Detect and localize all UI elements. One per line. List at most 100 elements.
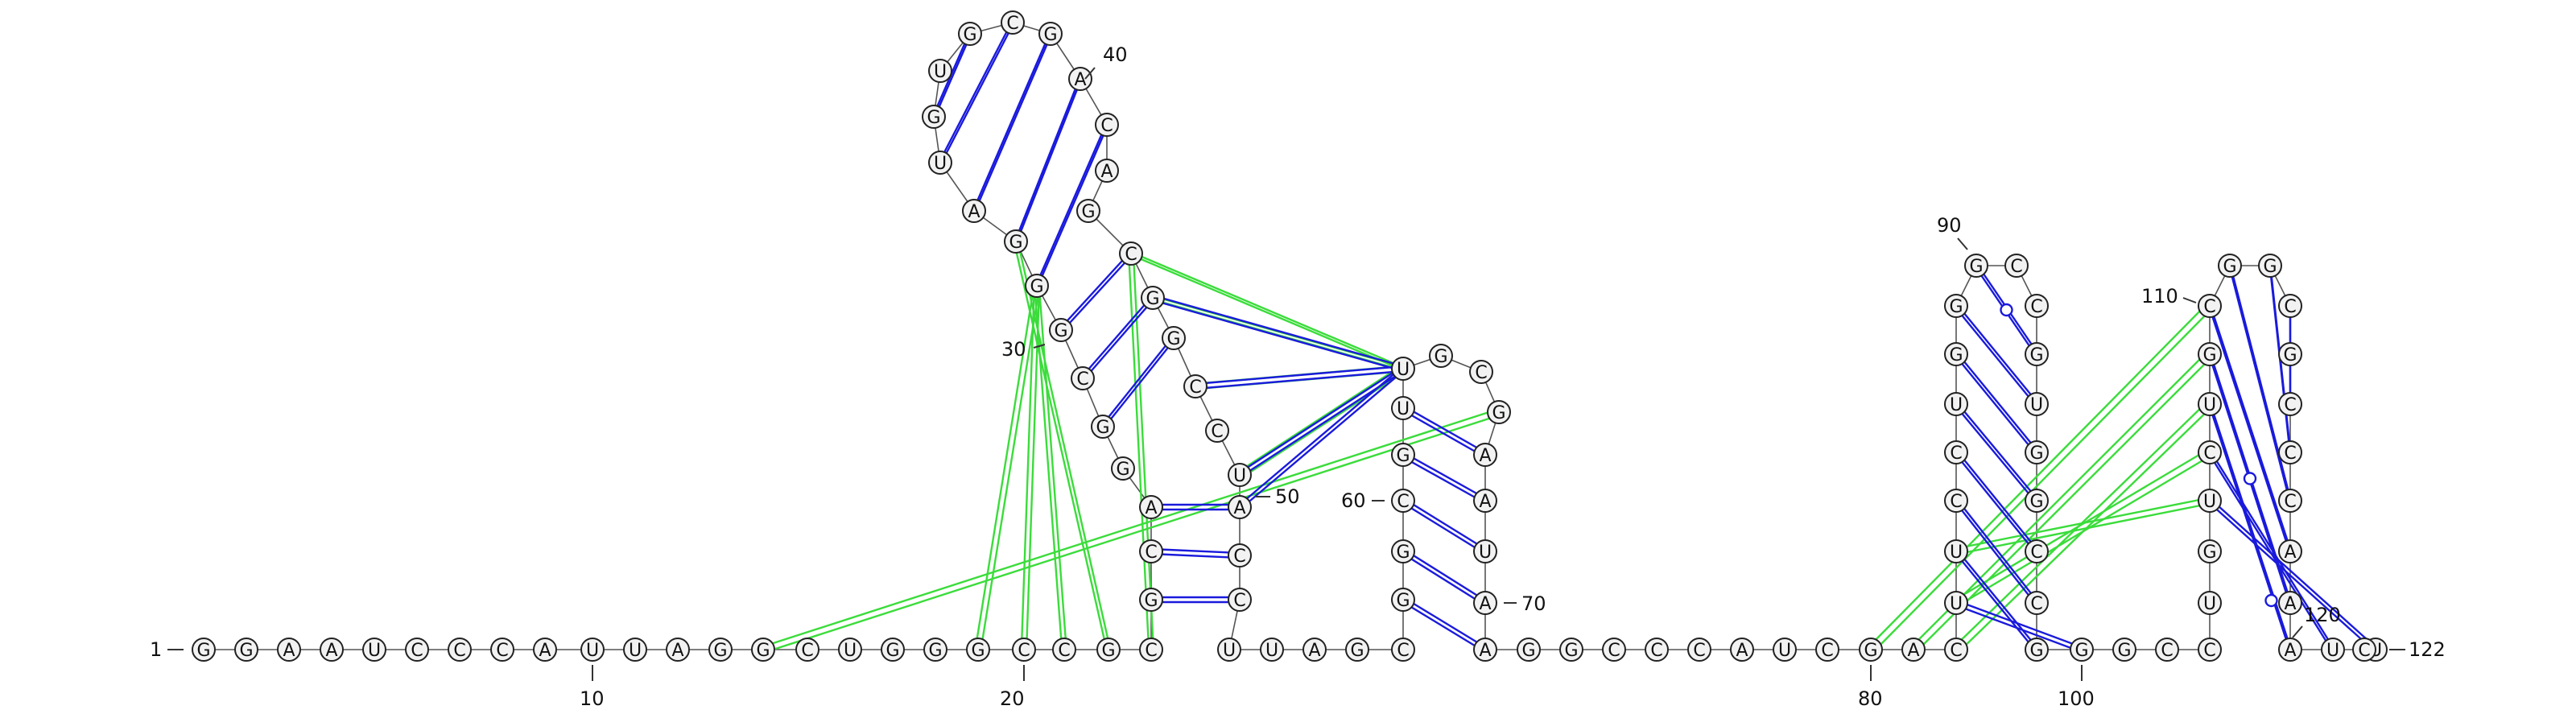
nucleotide-circle bbox=[838, 638, 862, 662]
nucleotide-letter: G bbox=[1864, 641, 1877, 661]
nucleotide-letter: C bbox=[1211, 422, 1223, 442]
nucleotide-60: C bbox=[1391, 489, 1415, 513]
nucleotide-letter: G bbox=[1144, 591, 1158, 611]
nucleotide-18: G bbox=[923, 638, 947, 662]
pseudoknot-link bbox=[1236, 365, 1402, 474]
base-pair-link bbox=[1955, 307, 2037, 407]
nucleotide-117: C bbox=[2278, 489, 2302, 513]
nucleotide-letter: G bbox=[1081, 202, 1095, 222]
nucleotide-circle bbox=[2278, 392, 2302, 416]
base-pair-link bbox=[1402, 596, 1486, 649]
nucleotide-circle bbox=[1260, 638, 1284, 662]
nucleotide-37: G bbox=[958, 22, 982, 46]
nucleotide-120: A bbox=[2278, 638, 2302, 662]
nucleotide-letter: C bbox=[1950, 641, 1962, 661]
nucleotide-letter: G bbox=[713, 641, 727, 661]
nucleotide-118: A bbox=[2278, 539, 2302, 563]
nucleotide-circle bbox=[1815, 638, 1839, 662]
nucleotide-circle bbox=[1391, 638, 1415, 662]
base-pair-link bbox=[1150, 547, 1241, 555]
nucleotide-letter: U bbox=[934, 62, 947, 82]
tick-30 bbox=[1033, 344, 1046, 349]
nucleotide-circle bbox=[1391, 396, 1415, 420]
nucleotide-95: G bbox=[2025, 440, 2049, 464]
nucleotide-112: G bbox=[2258, 254, 2282, 278]
nucleotide-circle bbox=[2278, 539, 2302, 563]
nucleotide-letter: G bbox=[1146, 289, 1159, 309]
nucleotide-64: G bbox=[1429, 344, 1453, 368]
nucleotide-25: C bbox=[1139, 539, 1163, 563]
nucleotide-61: G bbox=[1391, 443, 1415, 467]
nucleotide-letter: U bbox=[586, 641, 599, 661]
nucleotide-letter: G bbox=[1166, 329, 1180, 349]
nucleotide-80: G bbox=[1859, 638, 1883, 662]
nucleotide-54: U bbox=[1260, 638, 1284, 662]
base-pair-link bbox=[2228, 262, 2292, 499]
nucleotide-circle bbox=[922, 105, 946, 129]
nucleotide-4: A bbox=[320, 638, 344, 662]
nucleotide-circle bbox=[1859, 638, 1883, 662]
nucleotide-letter: A bbox=[1479, 594, 1491, 614]
nucleotide-circle bbox=[2025, 591, 2049, 615]
nucleotide-83: U bbox=[1944, 591, 1968, 615]
pseudoknot-link bbox=[1953, 448, 2208, 602]
nucleotide-circle bbox=[1095, 159, 1119, 183]
nucleotide-letter: C bbox=[2030, 543, 2042, 563]
nucleotide-letter: U bbox=[1479, 543, 1492, 563]
nucleotide-75: C bbox=[1645, 638, 1669, 662]
base-pair-link bbox=[939, 24, 1014, 166]
base-pair-links bbox=[932, 19, 2376, 654]
nucleotide-circle bbox=[320, 638, 344, 662]
nucleotide-letter: U bbox=[1950, 594, 1963, 614]
nucleotide-10: U bbox=[580, 638, 605, 662]
nucleotide-letter: C bbox=[2284, 297, 2296, 317]
nucleotide-circle bbox=[1944, 638, 1968, 662]
base-pair-link bbox=[2208, 303, 2292, 550]
base-pair-link bbox=[1955, 449, 2037, 550]
nucleotide-letter: A bbox=[539, 641, 551, 661]
nucleotide-letter: A bbox=[1479, 446, 1491, 466]
nucleotide-123: C bbox=[2352, 638, 2376, 662]
nucleotide-letter: U bbox=[934, 154, 947, 174]
nucleotide-circle bbox=[1052, 638, 1076, 662]
nucleotide-circle bbox=[1162, 326, 1186, 350]
nucleotide-circle bbox=[490, 638, 514, 662]
nucleotide-52: C bbox=[1228, 588, 1252, 612]
nucleotide-15: C bbox=[795, 638, 819, 662]
base-pair-link bbox=[1239, 365, 1404, 474]
pseudoknot-link bbox=[974, 283, 1036, 648]
nucleotide-13: G bbox=[708, 638, 733, 662]
nucleotide-letter: A bbox=[671, 641, 683, 661]
nucleotide-circle bbox=[2258, 254, 2282, 278]
nucleotide-circle bbox=[1391, 588, 1415, 612]
label-100: 100 bbox=[2058, 687, 2095, 710]
base-pair-link bbox=[1060, 255, 1132, 333]
nucleotide-72: G bbox=[1517, 638, 1541, 662]
nucleotide-letter: C bbox=[1233, 547, 1245, 567]
nucleotide-circle bbox=[2155, 638, 2179, 662]
nucleotide-letter: C bbox=[1397, 492, 1409, 512]
nucleotide-circle bbox=[1139, 638, 1163, 662]
base-pair-link bbox=[1955, 454, 2037, 555]
nucleotide-letter: C bbox=[1608, 641, 1620, 661]
nucleotide-38: C bbox=[1001, 10, 1025, 35]
nucleotide-circle bbox=[923, 638, 947, 662]
pseudoknot-link bbox=[1128, 250, 1402, 368]
nucleotide-circle bbox=[928, 151, 952, 175]
position-ticks bbox=[167, 67, 2405, 681]
nucleotide-circle bbox=[1141, 286, 1165, 310]
nucleotide-12: A bbox=[666, 638, 690, 662]
nucleotide-81: A bbox=[1901, 638, 1926, 662]
nucleotide-82: C bbox=[1944, 638, 1968, 662]
nucleotide-53: U bbox=[1217, 638, 1241, 662]
nucleotide-2: G bbox=[234, 638, 258, 662]
nucleotide-letter: C bbox=[1650, 641, 1662, 661]
nucleotide-letter: G bbox=[2263, 257, 2277, 277]
nucleotide-circle bbox=[2198, 342, 2222, 366]
base-pair-link bbox=[1955, 351, 2037, 451]
pseudoknot-link bbox=[1868, 303, 2208, 648]
nucleotide-letter: C bbox=[2284, 395, 2296, 415]
nucleotide-letter: G bbox=[2117, 641, 2131, 661]
nucleotide-circle bbox=[1228, 463, 1252, 487]
base-pair-link bbox=[1955, 502, 2037, 606]
